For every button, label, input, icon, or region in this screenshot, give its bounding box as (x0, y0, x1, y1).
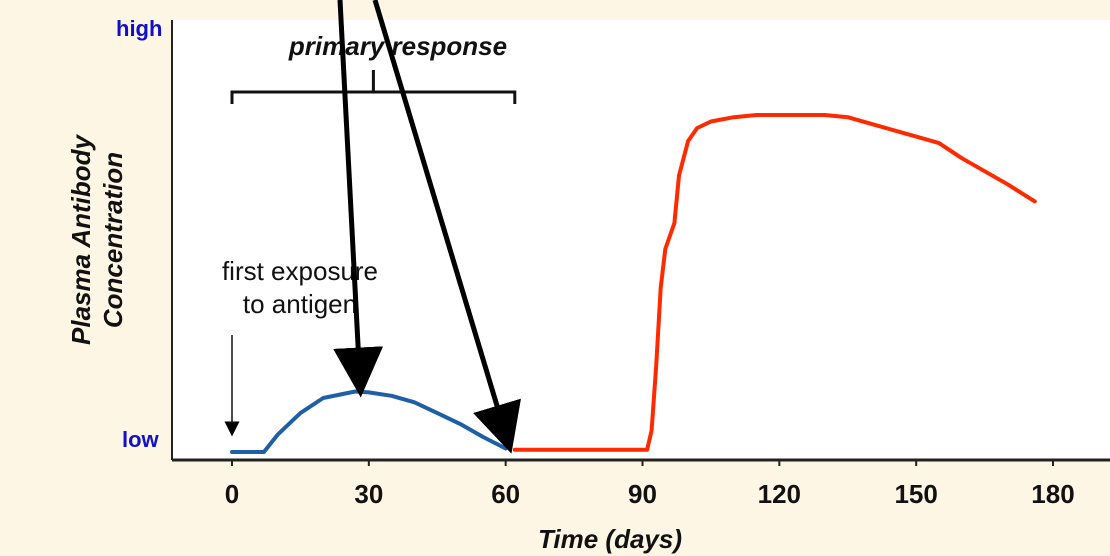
x-tick-label-150: 150 (894, 479, 937, 509)
y-axis-title-line2: Concentration (98, 152, 128, 328)
x-ticks: 0 30 60 90 120 150 180 (225, 460, 1075, 509)
x-axis-title: Time (days) (538, 524, 682, 554)
x-tick-label-60: 60 (491, 479, 520, 509)
primary-response-bracket (230, 70, 517, 104)
primary-response-label: primary response (288, 31, 507, 61)
plot-area (172, 20, 1110, 460)
pointer-arrow-2 (372, 0, 521, 454)
x-tick-label-0: 0 (225, 479, 239, 509)
y-low-label: low (122, 427, 160, 452)
exposure-label-line2: to antigen (243, 289, 357, 319)
pointer-arrows (333, 0, 521, 454)
x-tick-label-180: 180 (1031, 479, 1074, 509)
x-tick-label-90: 90 (628, 479, 657, 509)
x-tick-label-120: 120 (758, 479, 801, 509)
y-high-label: high (116, 16, 162, 41)
x-tick-label-30: 30 (354, 479, 383, 509)
series-line-2 (512, 113, 1037, 452)
pointer-arrow-1 (333, 0, 384, 398)
y-axis-title-line1: Plasma Antibody (66, 133, 96, 345)
